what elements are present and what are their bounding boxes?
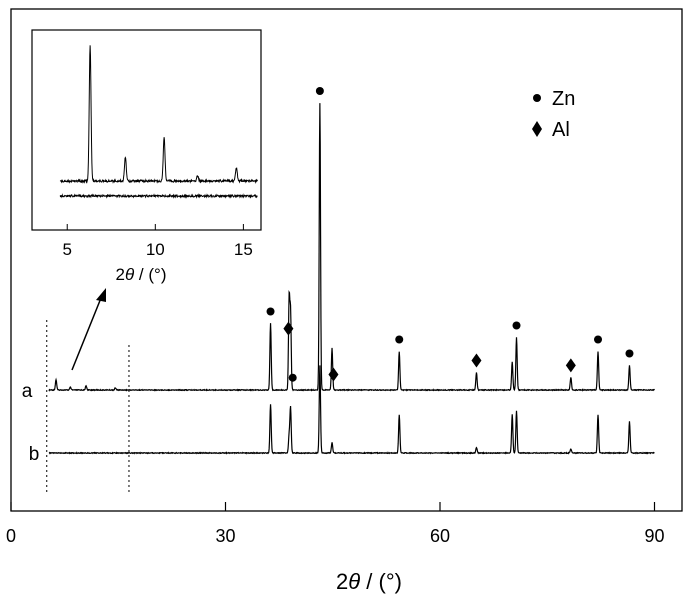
x-axis-title-theta: θ — [348, 569, 360, 594]
plot-frame — [10, 8, 683, 512]
inset-series-a-line — [59, 45, 258, 185]
inset-frame — [31, 29, 262, 231]
phase-markers — [266, 87, 634, 382]
al-marker — [283, 321, 294, 336]
inset-x-tick-label: 5 — [62, 240, 71, 259]
inset-x-axis-title-unit: / (°) — [134, 265, 166, 284]
zoom-arrow-line — [71, 297, 102, 371]
zn-marker — [266, 307, 275, 316]
legend: Zn Al — [532, 88, 575, 141]
zoom-region-guides — [46, 320, 130, 494]
inset-series-b-line — [59, 193, 258, 199]
x-tick-label: 0 — [6, 526, 16, 546]
al-marker — [471, 353, 482, 368]
x-tick-label: 60 — [430, 526, 450, 546]
series-b-label: b — [29, 444, 40, 465]
x-axis-title-prefix: 2 — [336, 569, 348, 594]
zoom-arrow — [71, 288, 106, 371]
inset-x-tick-label: 15 — [234, 240, 253, 259]
legend-zn-marker — [533, 94, 541, 102]
x-tick-label: 90 — [644, 526, 664, 546]
inset-x-tick-label: 10 — [146, 240, 165, 259]
legend-al-label: Al — [552, 119, 570, 141]
al-marker — [565, 358, 576, 373]
series-b-line — [48, 365, 655, 455]
inset-x-axis-title-theta: θ — [125, 265, 135, 284]
series-a-label: a — [22, 381, 33, 402]
zoom-arrow-head — [96, 288, 106, 302]
zn-marker — [594, 335, 603, 344]
zn-marker — [512, 321, 521, 330]
inset-chart: 5 10 15 2θ / (°) — [31, 29, 262, 284]
zn-marker — [315, 87, 324, 95]
series-a-line — [48, 103, 655, 392]
x-axis-title: 2θ / (°) — [336, 569, 402, 594]
legend-al-marker — [532, 121, 542, 137]
zn-marker — [625, 349, 634, 358]
legend-zn-label: Zn — [552, 88, 575, 110]
zn-marker — [395, 335, 404, 344]
inset-x-axis-title: 2θ / (°) — [116, 265, 167, 284]
inset-x-axis-title-prefix: 2 — [116, 265, 125, 284]
x-axis-title-unit: / (°) — [360, 569, 402, 594]
x-tick-label: 30 — [215, 526, 235, 546]
x-axis: 0 30 60 90 — [6, 502, 665, 546]
inset-x-axis: 5 10 15 — [62, 224, 253, 259]
al-marker — [328, 367, 339, 382]
zn-marker — [288, 373, 297, 382]
